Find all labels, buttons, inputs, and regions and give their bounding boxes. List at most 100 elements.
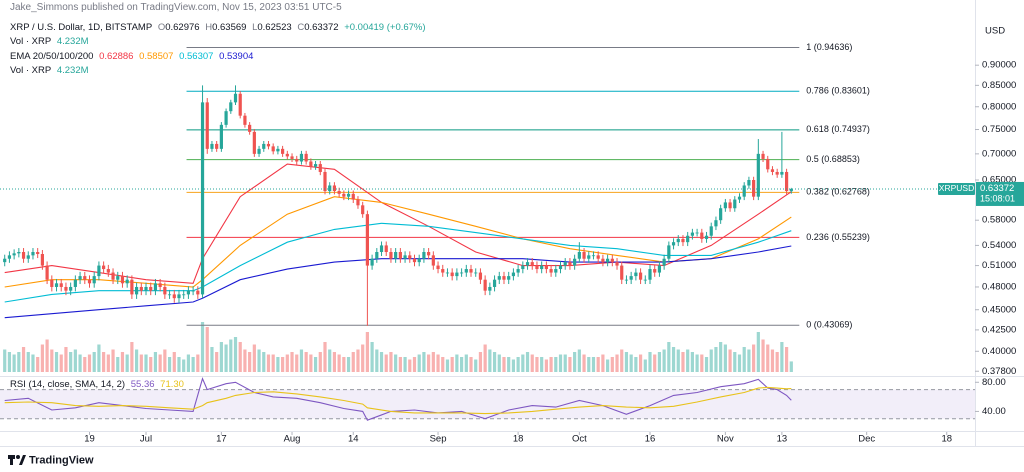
volume-bar xyxy=(361,344,365,372)
candle-body xyxy=(3,258,7,263)
volume-bar xyxy=(577,349,581,372)
candle-body xyxy=(73,279,77,287)
candle-body xyxy=(657,265,662,273)
candle-body xyxy=(422,252,426,259)
volume-bar xyxy=(587,357,591,372)
volume-bar xyxy=(92,352,96,372)
legend-row: Vol · XRP 4.232M xyxy=(10,36,92,47)
volume-bar xyxy=(266,354,271,372)
candle-body xyxy=(191,290,195,292)
volume-bar xyxy=(653,354,657,372)
volume-bar xyxy=(276,357,280,372)
candle-body xyxy=(31,252,35,256)
candle-body xyxy=(582,252,586,259)
candle-body xyxy=(478,272,483,280)
candle-body xyxy=(252,131,256,154)
candle-body xyxy=(535,265,539,270)
volume-bar xyxy=(384,354,388,372)
legend-row: EMA 20/50/100/200 0.62886 0.58507 0.5630… xyxy=(10,51,256,62)
candle-body xyxy=(436,265,440,270)
candle-body xyxy=(130,279,134,295)
candle-body xyxy=(544,265,548,270)
candle-body xyxy=(648,269,652,280)
fib-label: 0.5 (0.68853) xyxy=(806,154,860,164)
candle-body xyxy=(318,164,322,172)
volume-bar xyxy=(323,342,327,372)
volume-bar xyxy=(535,357,539,372)
volume-bar xyxy=(299,349,304,372)
y-tick-label: 0.85000 xyxy=(982,80,1016,91)
candle-body xyxy=(12,253,16,256)
ohlc-value: 0.62976 xyxy=(165,22,200,33)
volume-bar xyxy=(478,352,483,372)
candle-body xyxy=(549,269,553,273)
volume-bar xyxy=(474,359,478,372)
volume-bar xyxy=(488,349,492,372)
volume-bar xyxy=(549,357,553,372)
volume-bar xyxy=(83,357,87,372)
candle-body xyxy=(719,208,723,221)
candle-body xyxy=(441,269,445,273)
volume-bar xyxy=(7,352,12,372)
volume-bar xyxy=(229,339,233,372)
y-tick-label: 0.37800 xyxy=(982,366,1016,377)
candle-body xyxy=(134,286,139,295)
candle-body xyxy=(384,245,388,253)
candle-body xyxy=(158,283,162,287)
candle-body xyxy=(97,265,101,277)
ema-line xyxy=(4,222,792,303)
volume-bar xyxy=(120,352,125,372)
y-tick-label: 0.90000 xyxy=(982,60,1016,71)
ema-line xyxy=(4,163,792,284)
candle-body xyxy=(563,262,567,266)
volume-bar xyxy=(318,352,322,372)
x-tick-label: Dec xyxy=(858,434,875,445)
candle-body xyxy=(427,252,431,256)
x-tick-label: Aug xyxy=(284,434,301,445)
ema-value: 0.58507 xyxy=(139,51,174,62)
fib-label: 0 (0.43069) xyxy=(806,320,852,330)
y-tick-label: 0.40000 xyxy=(982,346,1016,357)
candle-body xyxy=(714,220,718,227)
volume-bar xyxy=(139,354,143,372)
candle-body xyxy=(733,199,737,209)
candle-body xyxy=(285,153,289,157)
volume-bar xyxy=(69,352,73,372)
candle-body xyxy=(521,265,525,270)
volume-bar xyxy=(747,349,751,372)
candle-body xyxy=(516,269,520,273)
rsi-line xyxy=(4,386,792,415)
candle-body xyxy=(568,262,572,266)
volume-bar xyxy=(756,332,760,372)
symbol-title: XRP / U.S. Dollar, 1D, BITSTAMP xyxy=(10,22,153,33)
volume-bar xyxy=(398,357,402,372)
volume-bar xyxy=(224,344,228,372)
candle-body xyxy=(695,232,699,234)
candle-body xyxy=(488,286,492,291)
candle-body xyxy=(215,143,219,149)
candle-body xyxy=(756,153,760,197)
volume-bar xyxy=(59,354,63,372)
volume-bar xyxy=(455,354,459,372)
candle-body xyxy=(346,193,351,197)
candle-body xyxy=(634,272,638,277)
candle-body xyxy=(361,205,365,215)
volume-bar xyxy=(233,337,238,372)
candle-body xyxy=(464,269,468,273)
volume-bar xyxy=(573,352,577,372)
volume-bar xyxy=(761,339,765,372)
candle-body xyxy=(671,242,676,246)
volume-bar xyxy=(789,361,793,372)
candle-body xyxy=(629,276,633,280)
price-axis-bg xyxy=(975,0,1024,446)
candle-body xyxy=(686,235,690,243)
currency-label: USD xyxy=(985,26,1005,37)
volume-bar xyxy=(606,359,610,372)
candle-body xyxy=(601,258,605,263)
volume-bar xyxy=(87,354,92,372)
volume-bar xyxy=(591,357,596,372)
candle-body xyxy=(59,283,63,287)
rsi-pane xyxy=(0,376,975,421)
volume-bar xyxy=(686,349,690,372)
